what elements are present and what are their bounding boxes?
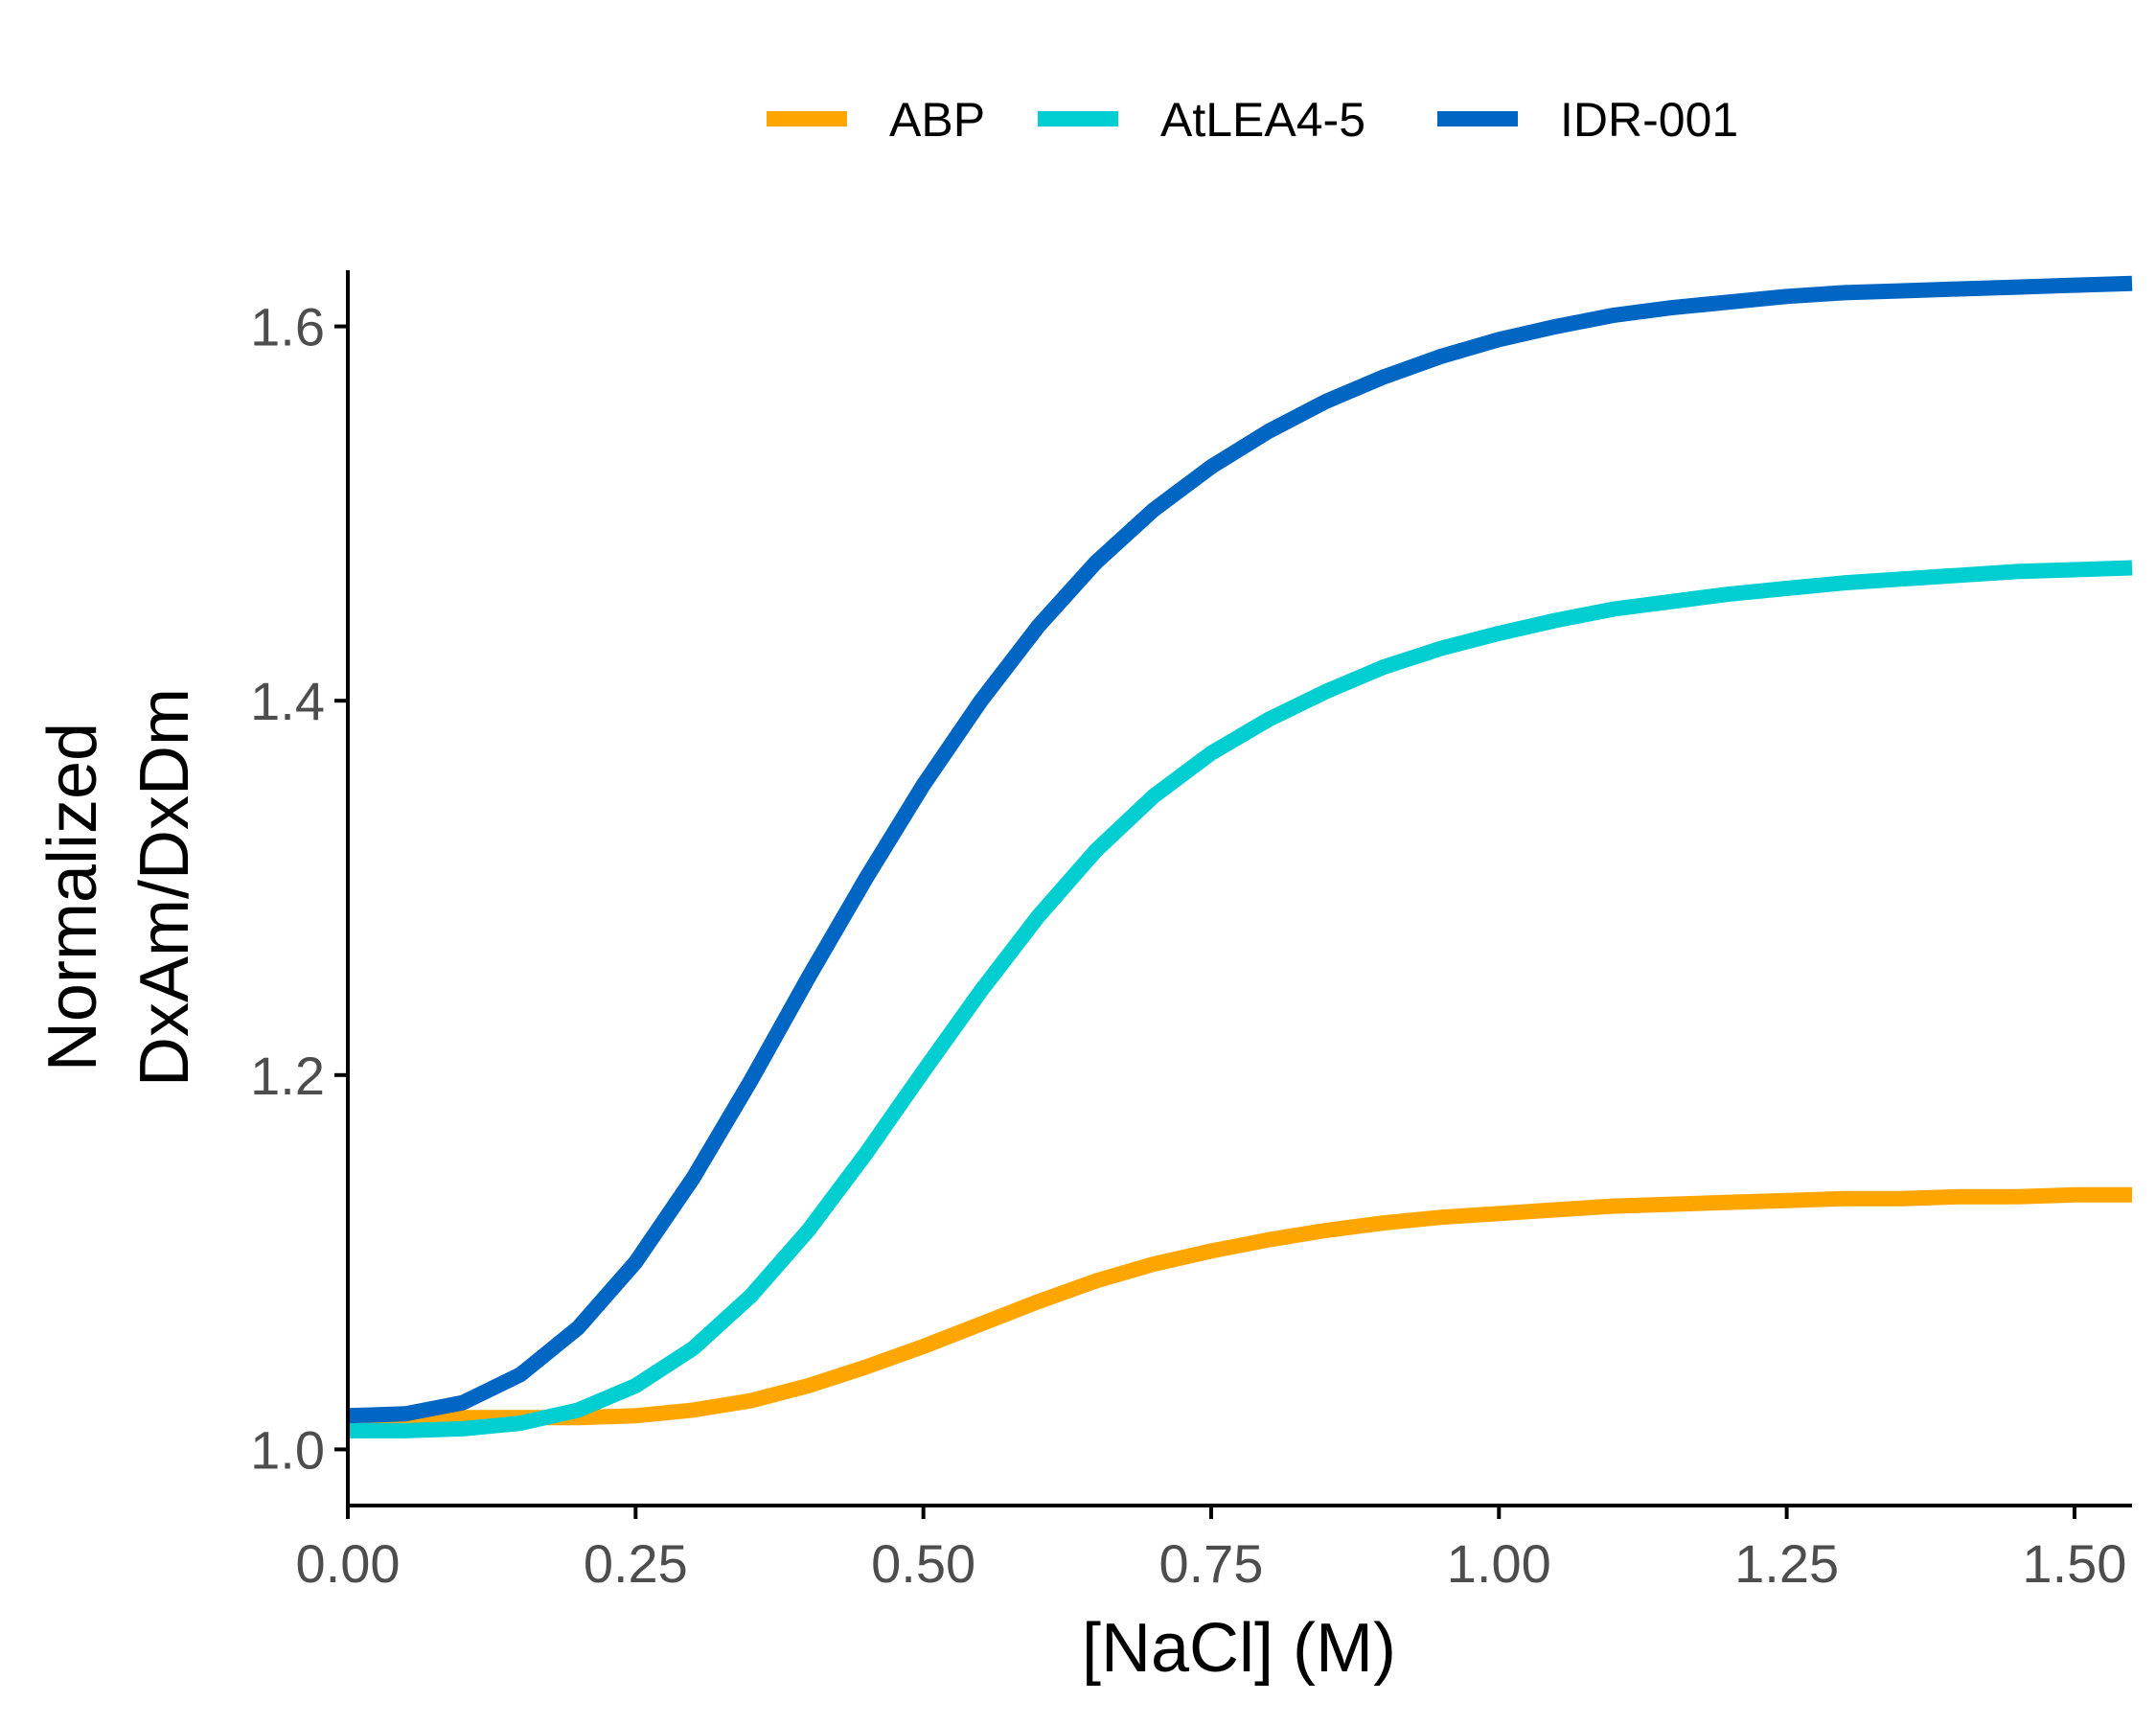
y-axis-title-line-1: Normalized (34, 723, 111, 1071)
y-tick-label: 1.0 (250, 1419, 325, 1480)
plot-area (347, 275, 2133, 1438)
x-tick-label: 0.00 (296, 1533, 401, 1594)
y-axis-title-line-2: DxAm/DxDm (126, 688, 203, 1087)
series-line-atlea4-5 (348, 560, 2133, 1438)
x-tick-label: 1.50 (2022, 1533, 2126, 1594)
y-tick-label: 1.2 (250, 1046, 325, 1106)
y-tick-label: 1.4 (250, 671, 325, 731)
legend-label-idr-001: IDR-001 (1560, 93, 1738, 147)
x-axis-title: [NaCl] (M) (1082, 1610, 1396, 1687)
x-tick-label: 0.75 (1158, 1533, 1263, 1594)
legend-label-abp: ABP (889, 93, 985, 147)
y-axis-ticks: 1.0 1.2 1.4 1.6 (250, 297, 348, 1480)
legend-label-atlea4-5: AtLEA4-5 (1160, 93, 1365, 147)
x-tick-label: 0.50 (871, 1533, 975, 1594)
x-axis-ticks: 0.00 0.25 0.50 0.75 1.00 1.25 1.50 (296, 1506, 2126, 1594)
y-tick-label: 1.6 (250, 297, 325, 357)
series-line-idr-001 (347, 275, 2133, 1424)
x-tick-label: 1.25 (1734, 1533, 1839, 1594)
x-tick-label: 1.00 (1447, 1533, 1551, 1594)
x-tick-label: 0.25 (584, 1533, 688, 1594)
legend: ABP AtLEA4-5 IDR-001 (767, 93, 1738, 147)
y-axis-title: Normalized DxAm/DxDm (34, 688, 203, 1087)
series-line-abp (348, 1186, 2132, 1426)
